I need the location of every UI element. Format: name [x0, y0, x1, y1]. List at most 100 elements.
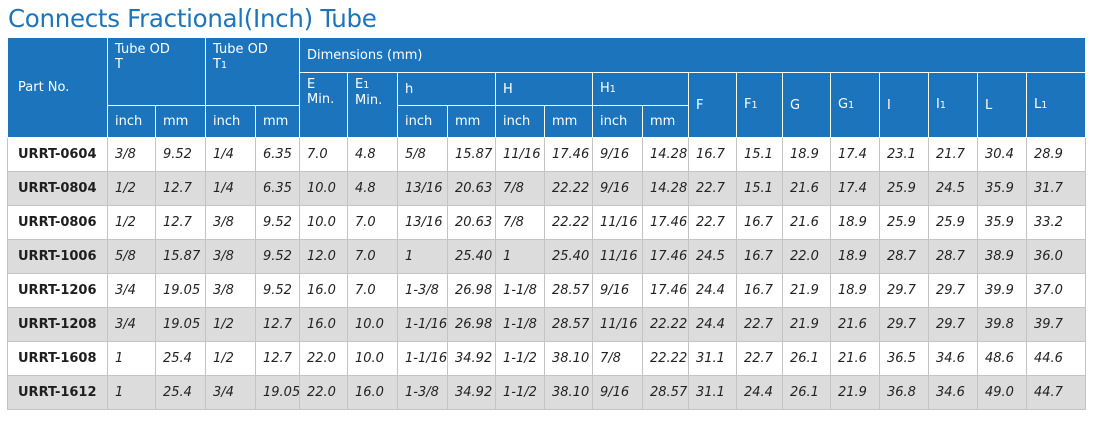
cell-dim-g: 21.6: [782, 171, 831, 206]
cell-dim-f: 31.1: [688, 375, 737, 410]
cell-dim-h1-inch: 11/16: [592, 205, 643, 240]
header-e1-line1: E: [355, 77, 364, 92]
cell-dim-hl-inch: 11/16: [495, 137, 545, 172]
cell-tube-od-t-inch: 3/4: [107, 273, 156, 308]
cell-dim-hl-mm: 28.57: [544, 307, 593, 342]
cell-part-no: URRT-0604: [7, 137, 108, 172]
cell-dim-i: 36.8: [879, 375, 929, 410]
cell-dim-i: 25.9: [879, 205, 929, 240]
cell-dim-e: 7.0: [299, 137, 348, 172]
cell-dim-e1: 7.0: [347, 273, 398, 308]
header-e1-sub: 1: [363, 80, 370, 91]
cell-dim-l: 49.0: [977, 375, 1027, 410]
cell-tube-od-t1-mm: 6.35: [255, 171, 300, 206]
cell-dim-hl-inch: 1-1/8: [495, 307, 545, 342]
page-title: Connects Fractional(Inch) Tube: [8, 4, 377, 33]
cell-dim-f1: 22.7: [736, 307, 783, 342]
cell-tube-od-t1-inch: 1/2: [205, 341, 256, 376]
header-h-small: h: [397, 72, 496, 106]
cell-dim-h-mm: 26.98: [447, 307, 496, 342]
cell-part-no: URRT-1608: [7, 341, 108, 376]
cell-dim-e: 22.0: [299, 375, 348, 410]
header-l1-sub: 1: [1041, 100, 1048, 111]
cell-dim-e1: 4.8: [347, 171, 398, 206]
cell-dim-h-mm: 34.92: [447, 375, 496, 410]
cell-dim-i1: 34.6: [928, 341, 978, 376]
cell-part-no: URRT-1612: [7, 375, 108, 410]
header-hl-mm: mm: [544, 105, 593, 138]
cell-dim-e1: 7.0: [347, 205, 398, 240]
cell-dim-i: 28.7: [879, 239, 929, 274]
cell-dim-h-mm: 26.98: [447, 273, 496, 308]
table-row: URRT-1208 3/4 19.05 1/2 12.7 16.0 10.0 1-1/16 26…: [7, 307, 1087, 342]
cell-tube-od-t-mm: 25.4: [155, 341, 206, 376]
header-e-line2: Min.: [307, 92, 335, 107]
cell-dim-h-inch: 13/16: [397, 171, 448, 206]
cell-tube-od-t1-mm: 12.7: [255, 341, 300, 376]
cell-dim-e1: 4.8: [347, 137, 398, 172]
cell-dim-l: 48.6: [977, 341, 1027, 376]
header-t1-inch: inch: [205, 105, 256, 138]
cell-dim-i1: 28.7: [928, 239, 978, 274]
header-h1-inch: inch: [592, 105, 643, 138]
cell-dim-e: 16.0: [299, 307, 348, 342]
cell-dim-i1: 34.6: [928, 375, 978, 410]
cell-tube-od-t-mm: 19.05: [155, 273, 206, 308]
cell-tube-od-t-inch: 3/8: [107, 137, 156, 172]
cell-dim-f1: 15.1: [736, 137, 783, 172]
cell-dim-hl-mm: 28.57: [544, 273, 593, 308]
cell-tube-od-t-mm: 9.52: [155, 137, 206, 172]
cell-dim-hl-mm: 38.10: [544, 341, 593, 376]
cell-dim-hl-inch: 1-1/2: [495, 341, 545, 376]
cell-dim-h1-inch: 9/16: [592, 273, 643, 308]
header-l1: L1: [1025, 72, 1087, 138]
cell-tube-od-t-mm: 19.05: [155, 307, 206, 342]
cell-dim-hl-inch: 7/8: [495, 171, 545, 206]
header-tube-od-t1-line1: Tube OD: [213, 42, 268, 57]
table-row: URRT-1006 5/8 15.87 3/8 9.52 12.0 7.0 1 25.40 1 25…: [7, 239, 1087, 274]
header-i: I: [879, 72, 929, 138]
cell-dim-h-inch: 1-1/16: [397, 341, 448, 376]
cell-tube-od-t-inch: 3/4: [107, 307, 156, 342]
cell-tube-od-t1-mm: 12.7: [255, 307, 300, 342]
header-e-line1: E: [307, 77, 316, 92]
header-t-inch: inch: [107, 105, 156, 138]
cell-dim-h1-inch: 9/16: [592, 137, 643, 172]
cell-dim-g: 18.9: [782, 137, 831, 172]
cell-tube-od-t-inch: 1: [107, 375, 156, 410]
cell-dim-g1: 21.6: [830, 307, 880, 342]
cell-dim-hl-mm: 25.40: [544, 239, 593, 274]
cell-dim-h-inch: 1-3/8: [397, 375, 448, 410]
cell-dim-g1: 17.4: [830, 137, 880, 172]
header-f1: F1: [736, 72, 783, 138]
cell-dim-i1: 29.7: [928, 273, 978, 308]
cell-dim-g1: 18.9: [830, 239, 880, 274]
cell-dim-i1: 21.7: [928, 137, 978, 172]
cell-dim-e1: 10.0: [347, 341, 398, 376]
header-part-no: Part No.: [7, 37, 108, 138]
cell-dim-g1: 21.6: [830, 341, 880, 376]
cell-tube-od-t1-inch: 3/8: [205, 205, 256, 240]
table-row: URRT-1612 1 25.4 3/4 19.05 22.0 16.0 1-3/8 34.92…: [7, 375, 1087, 410]
header-h1-mm: mm: [642, 105, 689, 138]
spec-table: Part No. Tube OD T Tube OD T1 Dimensions…: [7, 37, 1087, 410]
header-l1-label: L: [1034, 97, 1042, 112]
cell-dim-l1: 36.0: [1025, 239, 1087, 274]
cell-dim-l: 39.8: [977, 307, 1027, 342]
cell-tube-od-t1-inch: 1/2: [205, 307, 256, 342]
cell-part-no: URRT-1206: [7, 273, 108, 308]
cell-dim-g1: 17.4: [830, 171, 880, 206]
cell-dim-hl-inch: 1-1/2: [495, 375, 545, 410]
cell-dim-f: 24.4: [688, 273, 737, 308]
header-l: L: [977, 72, 1027, 138]
cell-dim-h1-mm: 14.28: [642, 171, 689, 206]
cell-dim-g: 26.1: [782, 341, 831, 376]
cell-dim-f1: 22.7: [736, 341, 783, 376]
header-h-inch: inch: [397, 105, 448, 138]
cell-tube-od-t1-inch: 3/8: [205, 239, 256, 274]
cell-dim-h-inch: 1-1/16: [397, 307, 448, 342]
cell-tube-od-t1-mm: 19.05: [255, 375, 300, 410]
cell-dim-l1: 44.6: [1025, 341, 1087, 376]
cell-dim-l1: 37.0: [1025, 273, 1087, 308]
table-row: URRT-1608 1 25.4 1/2 12.7 22.0 10.0 1-1/16 34.92…: [7, 341, 1087, 376]
